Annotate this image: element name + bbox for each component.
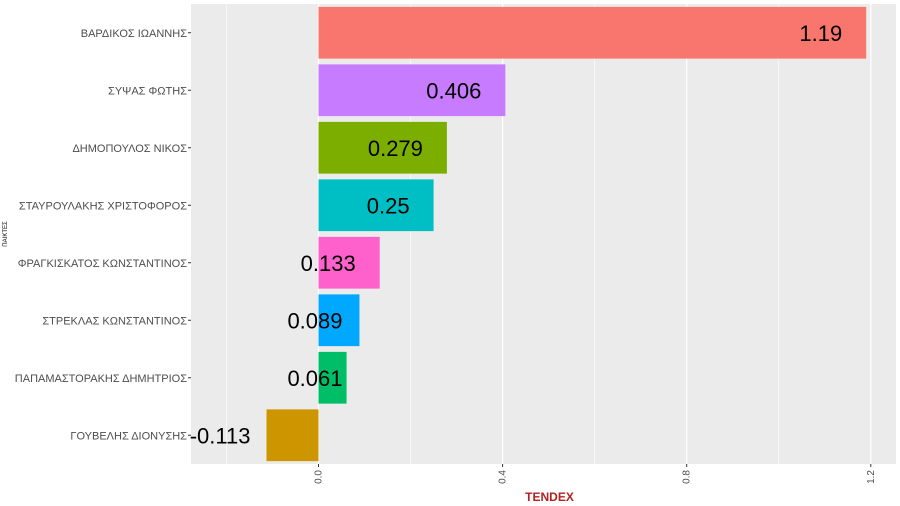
data-labels: 1.19 0.406 0.279 0.25 0.133 0.089 0.061 -0.113 [190,21,842,449]
category-label: ΓΟΥΒΕΛΗΣ ΔΙΟΝΥΣΗΣ [70,430,187,442]
x-tick-label: 0.4 [498,470,509,484]
category-label: ΠΑΠΑΜΑΣΤΟΡΑΚΗΣ ΔΗΜΗΤΡΙΟΣ [15,373,187,385]
data-label: 0.406 [426,78,481,103]
category-label: ΦΡΑΓΚΙΣΚΑΤΟΣ ΚΩΝΣΤΑΝΤΙΝΟΣ [18,258,187,270]
category-label: ΣΤΡΕΚΛΑΣ ΚΩΝΣΤΑΝΤΙΝΟΣ [42,315,187,327]
bar-στρεκλας-κωνσταντινος [318,294,360,347]
bar-γουβελης-διονυσης [266,409,319,462]
category-label: ΣΥΨΑΣ ΦΩΤΗΣ [108,85,187,97]
bar-βαρδικος-ιωαννης [318,6,867,59]
x-tick-label: 1.2 [866,470,877,484]
y-axis-title: ΠΑΙΚΤΕΣ [3,221,9,247]
bar-φραγκισκατος-κωνσταντινος [318,236,380,289]
plot-panel [191,4,896,464]
x-axis-ticks: 0.0 0.4 0.8 1.2 [314,464,877,484]
data-label: 0.089 [287,308,342,333]
bar-παπαμαστορακης-δημητριος [318,351,347,404]
x-axis-title: TENDEX [525,490,574,504]
data-label: 0.279 [368,136,423,161]
data-label: 0.061 [287,366,342,391]
category-label: ΒΑΡΔΙΚΟΣ ΙΩΑΝΝΗΣ [81,28,187,40]
data-label: 0.133 [301,251,356,276]
bar-συψας-φωτης [318,64,506,117]
bars [266,6,867,462]
category-label: ΔΗΜΟΠΟΥΛΟΣ ΝΙΚΟΣ [72,143,187,155]
bar-σταυρουλακης-χριστοφορος [318,179,434,232]
data-label: 0.25 [367,193,410,218]
category-label: ΣΤΑΥΡΟΥΛΑΚΗΣ ΧΡΙΣΤΟΦΟΡΟΣ [19,200,187,212]
x-tick-label: 0.0 [314,470,325,484]
data-label: 1.19 [799,21,842,46]
x-tick-label: 0.8 [682,470,693,484]
data-label: -0.113 [190,423,251,448]
bar-δημοπουλος-νικος [318,121,447,174]
category-labels: ΒΑΡΔΙΚΟΣ ΙΩΑΝΝΗΣ ΣΥΨΑΣ ΦΩΤΗΣ ΔΗΜΟΠΟΥΛΟΣ ΝΙ… [15,28,191,442]
